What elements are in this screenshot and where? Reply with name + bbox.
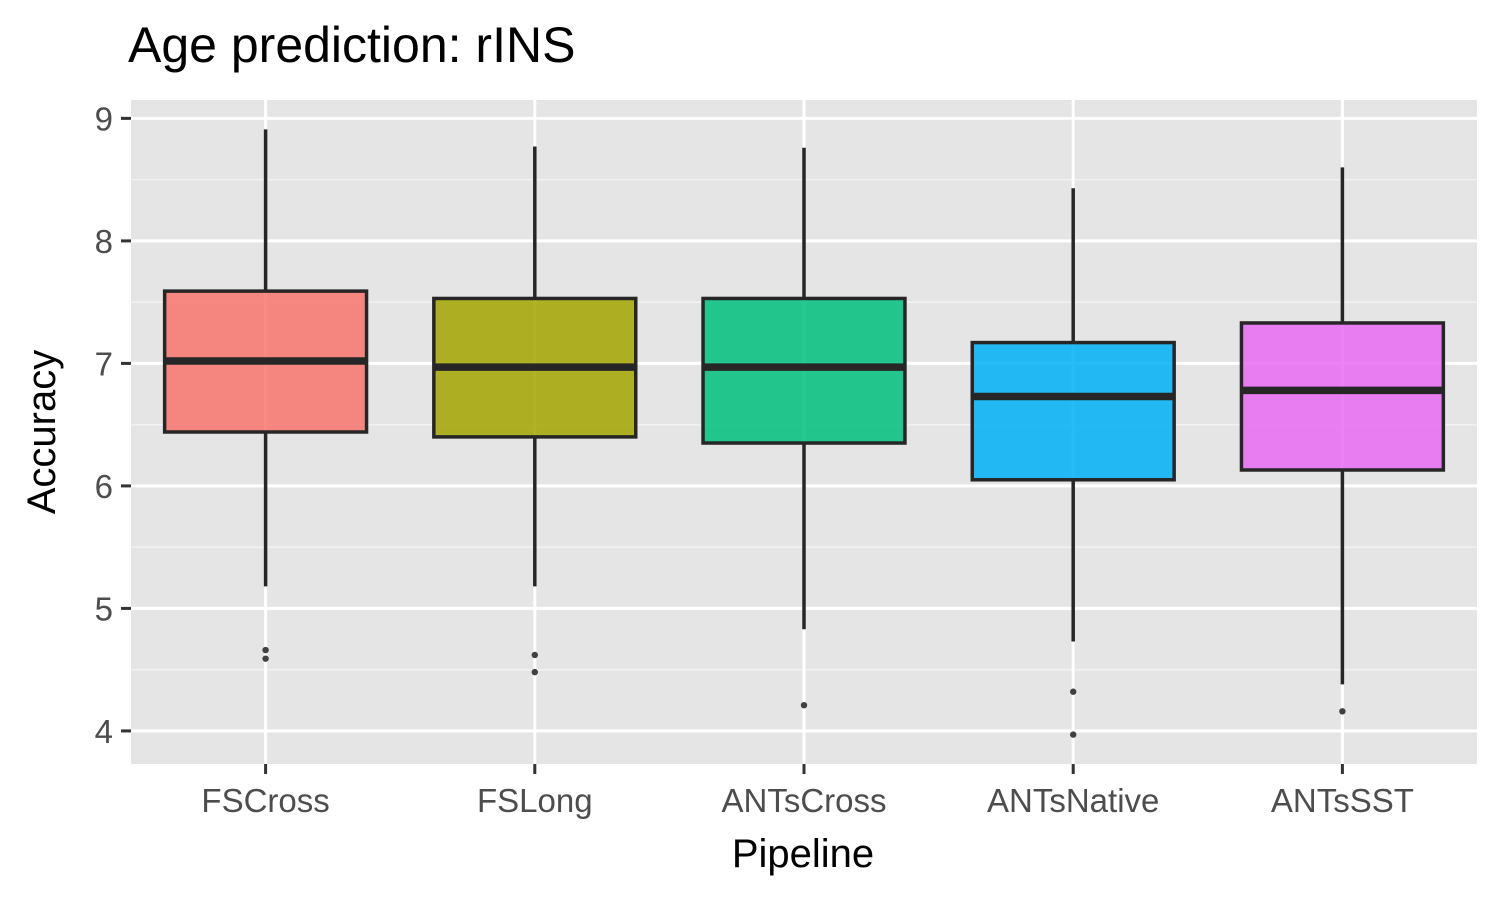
x-tick-label: ANTsSST	[1271, 782, 1414, 819]
box-fslong	[432, 146, 638, 676]
outlier-point	[531, 651, 538, 659]
outlier-point	[262, 655, 269, 662]
box-antsnative	[970, 188, 1176, 738]
x-tick-label: FSCross	[201, 782, 329, 819]
x-tick-label: FSLong	[477, 782, 593, 819]
box-antssst	[1239, 167, 1446, 715]
y-tick-label: 4	[95, 713, 113, 750]
y-tick-label: 9	[95, 100, 113, 137]
boxes-layer	[162, 129, 1446, 738]
chart-title: Age prediction: rINS	[128, 17, 575, 73]
outlier-point	[800, 701, 808, 709]
x-tick-label: ANTsCross	[721, 782, 886, 819]
outlier-point	[1339, 708, 1346, 715]
y-tick-label: 7	[95, 345, 113, 382]
box-fscross	[162, 129, 369, 662]
y-tick-label: 6	[95, 468, 113, 505]
y-axis-title: Accuracy	[20, 350, 64, 515]
y-tick-label: 5	[95, 590, 113, 627]
iqr-box	[1239, 321, 1446, 472]
outlier-point	[531, 668, 538, 676]
x-axis-title: Pipeline	[732, 832, 874, 876]
outlier-point	[1070, 688, 1077, 695]
outlier-point	[262, 646, 269, 654]
iqr-box	[970, 340, 1176, 482]
outlier-point	[1070, 731, 1077, 738]
y-tick-label: 8	[95, 223, 113, 260]
axes-layer: 4 5 6 7 8 9 FSCross FSLong ANTsCross ANTsNative AN…	[95, 100, 1414, 819]
box-antscross	[701, 147, 907, 709]
x-tick-label: ANTsNative	[987, 782, 1159, 819]
